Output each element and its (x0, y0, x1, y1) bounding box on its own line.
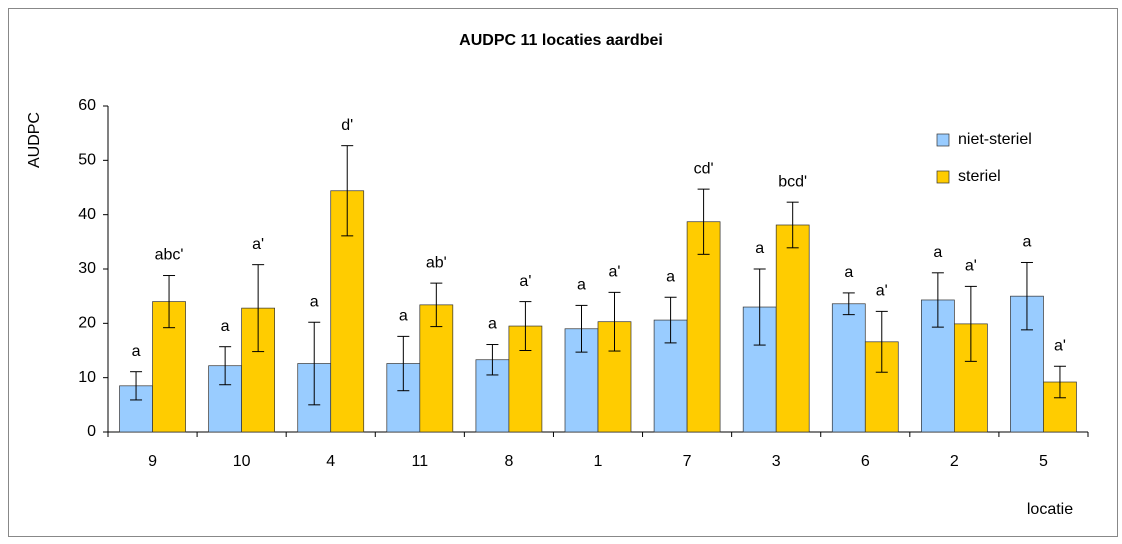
significance-letter: a' (1054, 337, 1066, 354)
legend-label: steriel (958, 168, 1001, 185)
chart-title: AUDPC 11 locaties aardbei (459, 32, 663, 49)
bar (831, 303, 866, 433)
y-tick-label: 50 (78, 152, 96, 169)
legend-swatch (936, 170, 950, 184)
significance-letter: a' (965, 258, 977, 275)
significance-letter: abc' (155, 247, 184, 264)
significance-letter: a' (609, 264, 621, 281)
significance-letter: a (1023, 234, 1032, 251)
significance-letter: bcd' (778, 173, 807, 190)
x-tick-label: 1 (594, 453, 603, 470)
y-tick-label: 30 (78, 260, 96, 277)
x-tick-label: 4 (326, 453, 335, 470)
significance-letter: a (755, 240, 764, 257)
x-tick-label: 10 (233, 453, 251, 470)
x-tick-label: 7 (683, 453, 692, 470)
bar (564, 328, 599, 433)
x-axis-label: locatie (1027, 501, 1073, 518)
x-tick-label: 11 (412, 453, 429, 470)
x-tick-label: 9 (148, 453, 157, 470)
bar (1043, 381, 1077, 433)
legend-swatch (936, 133, 950, 147)
x-tick-label: 8 (504, 453, 513, 470)
legend-label: niet-steriel (958, 131, 1032, 148)
significance-letter: a' (519, 273, 531, 290)
bar (508, 325, 543, 433)
significance-letter: a (844, 264, 853, 281)
significance-letter: a (310, 293, 319, 310)
x-tick-label: 6 (861, 453, 870, 470)
x-tick-label: 3 (772, 453, 781, 470)
y-tick-label: 60 (78, 97, 96, 114)
significance-letter: a (221, 318, 230, 335)
x-tick-label: 5 (1039, 453, 1048, 470)
significance-letter: a' (252, 236, 264, 253)
y-axis-label: AUDPC (26, 112, 43, 168)
significance-letter: a (933, 244, 942, 261)
significance-letter: cd' (694, 160, 714, 177)
x-tick-label: 2 (950, 453, 959, 470)
bar (386, 363, 421, 433)
significance-letter: a (577, 277, 586, 294)
significance-letter: a (488, 316, 497, 333)
significance-letter: a (666, 268, 675, 285)
y-tick-label: 20 (78, 315, 96, 332)
significance-letter: a (132, 343, 141, 360)
significance-letter: a' (876, 283, 888, 300)
significance-letter: d' (341, 117, 353, 134)
significance-letter: a (399, 308, 408, 325)
bar (686, 221, 721, 433)
y-tick-label: 0 (87, 423, 96, 440)
y-tick-label: 10 (78, 369, 96, 386)
y-tick-label: 40 (78, 206, 96, 223)
significance-letter: ab' (426, 254, 447, 271)
bar (775, 224, 810, 433)
